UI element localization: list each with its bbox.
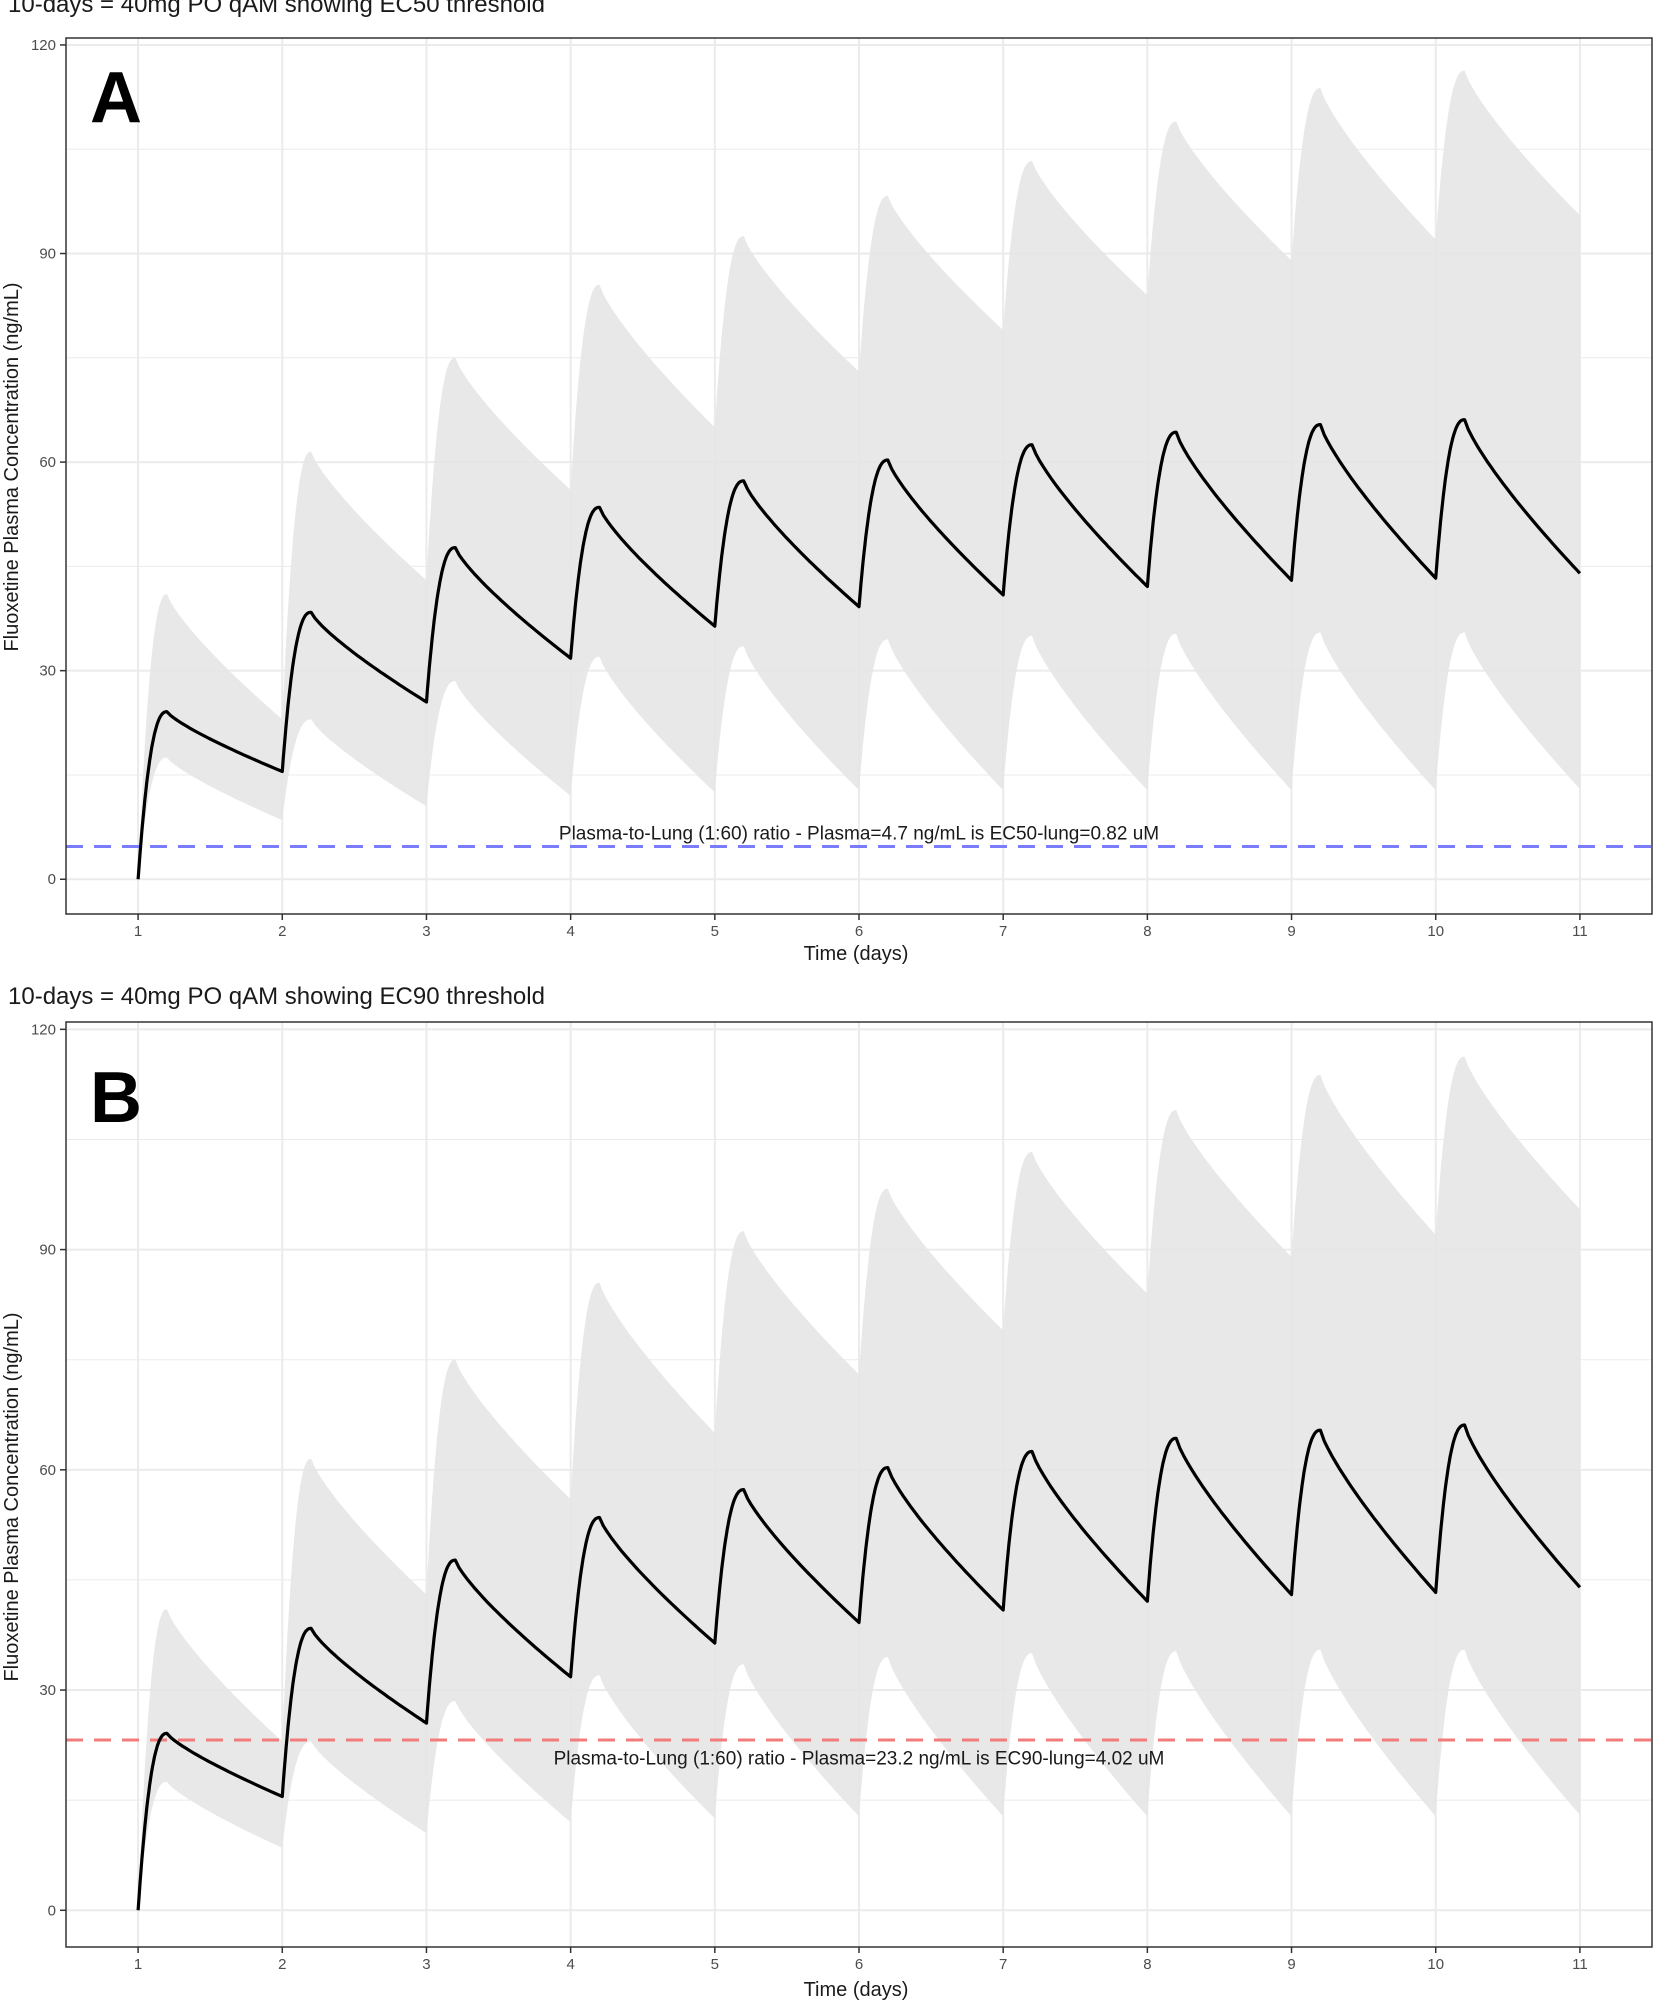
panel-a-x-tick-label: 8 <box>1143 923 1151 940</box>
panel-a-y-tick-label: 30 <box>39 663 56 680</box>
panel-b-y-tick-label: 60 <box>39 1462 56 1479</box>
panel-a-x-tick-label: 10 <box>1427 923 1444 940</box>
panel-b-y-axis-title: Fluoxetine Plasma Concentration (ng/mL) <box>1 1312 23 1681</box>
panel-a-median-line <box>136 418 1582 880</box>
panel-a-x-tick-label: 11 <box>1572 923 1588 940</box>
panel-a-x-tick-label: 2 <box>278 923 286 940</box>
panel-a-y-tick-label: 120 <box>31 37 56 54</box>
panel-b-x-tick-label: 6 <box>855 1956 863 1973</box>
panel-a-y-tick-label: 60 <box>39 454 56 471</box>
panel-b-x-tick-label: 11 <box>1572 1956 1588 1973</box>
panel-b-x-tick-label: 10 <box>1427 1956 1444 1973</box>
panel-a-x-axis-title: Time (days) <box>804 943 909 965</box>
panel-b-confidence-band <box>138 1056 1580 1911</box>
panel-b-x-tick-label: 7 <box>999 1956 1007 1973</box>
panel-b-x-axis-title: Time (days) <box>804 1979 909 2001</box>
panel-a-confidence-band <box>138 70 1580 880</box>
panel-b-plot-area: Plasma-to-Lung (1:60) ratio - Plasma=23.… <box>31 1021 1653 1973</box>
panel-b-x-tick-label: 9 <box>1287 1956 1295 1973</box>
panel-b-y-tick-label: 90 <box>39 1242 56 1259</box>
panel-a-x-tick-label: 3 <box>422 923 430 940</box>
panel-a-title: 10-days = 40mg PO qAM showing EC50 thres… <box>8 0 545 18</box>
panel-b-x-tick-label: 1 <box>134 1956 142 1973</box>
panel-b-threshold-label: Plasma-to-Lung (1:60) ratio - Plasma=23.… <box>554 1749 1165 1770</box>
panel-a-y-tick-label: 0 <box>48 871 56 888</box>
panel-a-letter: A <box>90 58 142 138</box>
panel-b-x-tick-label: 5 <box>711 1956 719 1973</box>
panel-a-x-tick-label: 6 <box>855 923 863 940</box>
panel-b-x-tick-label: 2 <box>278 1956 286 1973</box>
panel-a-x-tick-label: 7 <box>999 923 1007 940</box>
panel-b-y-tick-label: 120 <box>31 1021 56 1038</box>
panel-b-x-tick-label: 3 <box>422 1956 430 1973</box>
panel-b-y-tick-label: 0 <box>48 1902 56 1919</box>
panel-a-x-tick-label: 5 <box>711 923 719 940</box>
panel-a-y-axis-title: Fluoxetine Plasma Concentration (ng/mL) <box>1 282 23 651</box>
panel-a-x-tick-label: 9 <box>1287 923 1295 940</box>
panel-b-x-tick-label: 4 <box>566 1956 574 1973</box>
panel-a-threshold-label: Plasma-to-Lung (1:60) ratio - Plasma=4.7… <box>559 824 1159 845</box>
panel-b-x-tick-label: 8 <box>1143 1956 1151 1973</box>
panel-a-x-tick-label: 1 <box>134 923 142 940</box>
panel-a-plot-area: Plasma-to-Lung (1:60) ratio - Plasma=4.7… <box>31 37 1653 940</box>
panel-b-letter: B <box>90 1058 142 1138</box>
panel-a-x-tick-label: 4 <box>566 923 574 940</box>
panel-b-title: 10-days = 40mg PO qAM showing EC90 thres… <box>8 983 545 1010</box>
panel-a-y-tick-label: 90 <box>39 246 56 263</box>
panel-b-y-tick-label: 30 <box>39 1682 56 1699</box>
panel-b-median-line <box>136 1423 1582 1911</box>
